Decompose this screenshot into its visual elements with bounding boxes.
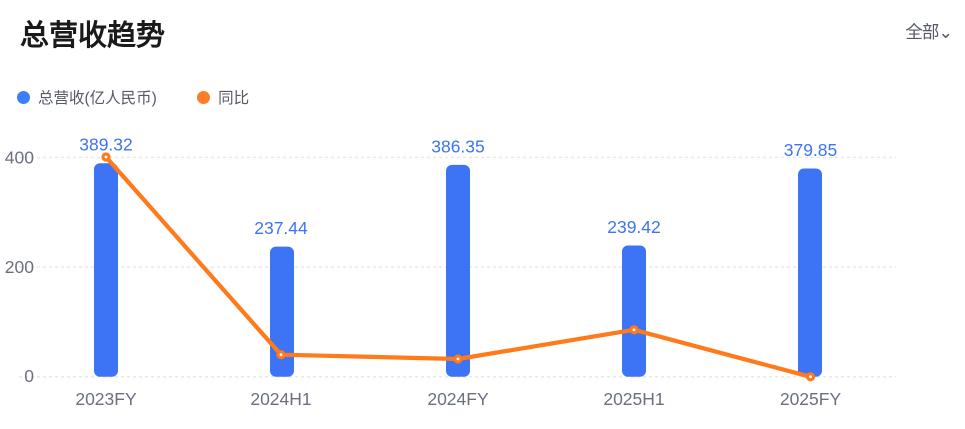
svg-text:2024H1: 2024H1 xyxy=(250,389,311,409)
svg-text:2024FY: 2024FY xyxy=(427,389,489,409)
svg-text:2025FY: 2025FY xyxy=(780,389,842,409)
svg-text:379.85: 379.85 xyxy=(784,140,838,160)
svg-text:389.32: 389.32 xyxy=(79,135,133,155)
svg-text:2025H1: 2025H1 xyxy=(603,389,664,409)
svg-text:200: 200 xyxy=(5,257,34,277)
svg-text:0: 0 xyxy=(24,366,34,386)
svg-text:386.35: 386.35 xyxy=(431,136,485,156)
svg-text:237.44: 237.44 xyxy=(254,218,308,238)
svg-text:2023FY: 2023FY xyxy=(75,389,137,409)
svg-text:400: 400 xyxy=(5,148,34,168)
svg-text:239.42: 239.42 xyxy=(607,217,661,237)
